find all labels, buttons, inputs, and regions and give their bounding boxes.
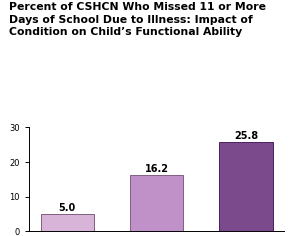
Text: 5.0: 5.0 — [59, 202, 76, 213]
Text: Percent of CSHCN Who Missed 11 or More
Days of School Due to Illness: Impact of
: Percent of CSHCN Who Missed 11 or More D… — [9, 2, 266, 37]
Bar — [130, 175, 183, 231]
Bar — [219, 142, 273, 231]
Bar — [41, 214, 94, 231]
Text: 25.8: 25.8 — [234, 131, 258, 141]
Text: 16.2: 16.2 — [145, 164, 168, 174]
